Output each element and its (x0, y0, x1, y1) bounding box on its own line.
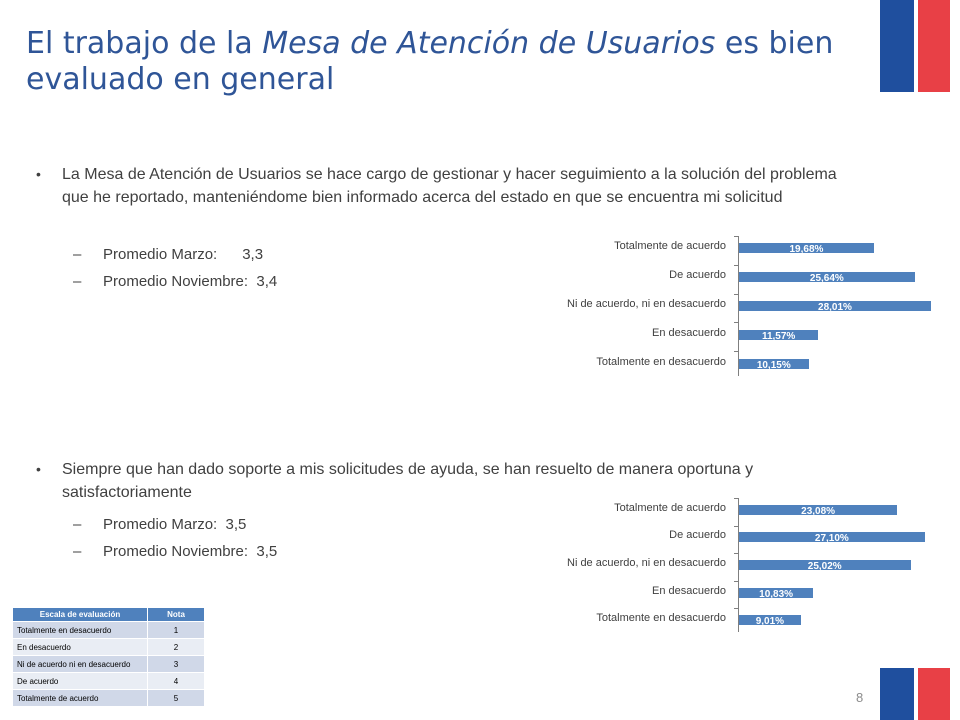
flag-red-stripe (918, 668, 950, 720)
chart-category-label: Totalmente de acuerdo (614, 501, 726, 514)
table-row: Ni de acuerdo ni en desacuerdo 3 (12, 655, 205, 673)
table-cell: Ni de acuerdo ni en desacuerdo (12, 655, 148, 673)
chart-bar (739, 504, 898, 515)
chart-data-label: 23,08% (801, 505, 836, 517)
chart-tick (734, 351, 738, 353)
chart-category-label: De acuerdo (669, 269, 726, 282)
bullet-marker: • (36, 461, 41, 477)
flag-red-stripe (918, 0, 950, 92)
sub-item-text: Promedio Marzo: 3,5 (103, 516, 247, 533)
chart-tick (734, 236, 738, 237)
chart-category-label: En desacuerdo (652, 584, 726, 597)
chart-tick (734, 498, 738, 499)
title-part2: es bien evaluado en general (26, 26, 834, 97)
table-cell: 1 (147, 621, 205, 639)
chart-tick (734, 580, 738, 582)
flag-logo-bottom (880, 668, 950, 720)
chart-category-label: En desacuerdo (652, 326, 726, 339)
chart-bar (739, 243, 874, 254)
chart-data-label: 28,01% (818, 302, 852, 313)
slide-title: El trabajo de la Mesa de Atención de Usu… (26, 26, 846, 98)
evaluation-scale-table: Escala de evaluación Nota Totalmente en … (12, 607, 205, 707)
chart-data-label: 9,01% (755, 616, 785, 628)
chart-category-label: De acuerdo (669, 529, 726, 542)
chart-data-label: 25,02% (807, 561, 842, 572)
chart-bar (739, 615, 801, 626)
chart-data-label: 10,15% (756, 359, 791, 371)
table-header-escala: Escala de evaluación (12, 607, 148, 622)
table-cell: 5 (147, 689, 205, 707)
bullet-marker: • (36, 166, 41, 182)
chart-bar (739, 272, 915, 283)
chart-category-label: Totalmente de acuerdo (614, 240, 726, 253)
table-cell: 2 (147, 638, 205, 656)
chart-data-label: 11,57% (761, 330, 796, 342)
chart-tick (734, 525, 738, 527)
chart-bar (739, 587, 814, 598)
chart-bar (739, 532, 925, 543)
chart-bar (739, 301, 931, 311)
dash-marker: – (73, 273, 82, 290)
chart-category-label: Ni de acuerdo, ni en desacuerdo (567, 298, 726, 310)
table-row: Totalmente en desacuerdo 1 (12, 621, 205, 639)
chart-data-label: 25,64% (809, 273, 844, 285)
bar-chart-1: Totalmente de acuerdo 19,68% De acuerdo 25,… (540, 232, 940, 376)
table-row: De acuerdo 4 (12, 672, 205, 690)
dash-marker: – (73, 543, 82, 560)
chart-bar (739, 560, 911, 570)
table-cell: Totalmente de acuerdo (12, 689, 148, 707)
chart-axis (738, 498, 739, 632)
chart-category-label: Ni de acuerdo, ni en desacuerdo (567, 557, 726, 569)
sub-item-text: Promedio Noviembre: 3,5 (103, 543, 278, 560)
bullet-text: La Mesa de Atención de Usuarios se hace … (62, 166, 837, 206)
chart-bar (739, 329, 819, 340)
chart-category-label: Totalmente en desacuerdo (596, 612, 726, 625)
flag-blue-stripe (880, 0, 914, 92)
chart-tick (734, 553, 738, 555)
table-cell: Totalmente en desacuerdo (12, 621, 148, 639)
table-row: Totalmente de acuerdo 5 (12, 689, 205, 707)
chart-category-label: Totalmente en desacuerdo (596, 355, 726, 368)
table-cell: 3 (147, 655, 205, 673)
title-italic: Mesa de Atención de Usuarios (262, 26, 716, 61)
chart-tick (734, 608, 738, 610)
chart-bar (739, 358, 809, 369)
sub-item-text: Promedio Marzo: 3,3 (103, 246, 264, 263)
chart-tick (734, 293, 738, 295)
table-cell: 4 (147, 672, 205, 690)
title-part1: El trabajo de la (26, 26, 263, 61)
bullet-text: Siempre que han dado soporte a mis solic… (62, 461, 754, 501)
chart-data-label: 10,83% (759, 588, 794, 600)
table-row: En desacuerdo 2 (12, 638, 205, 656)
dash-marker: – (73, 246, 82, 263)
chart-data-label: 19,68% (789, 244, 824, 256)
bar-chart-2: Totalmente de acuerdo 23,08% De acuerdo 27,… (540, 494, 940, 632)
chart-axis (738, 236, 739, 376)
flag-blue-stripe (880, 668, 914, 720)
table-header-nota: Nota (147, 607, 205, 622)
dash-marker: – (73, 516, 82, 533)
sub-item-text: Promedio Noviembre: 3,4 (103, 273, 278, 290)
table-cell: En desacuerdo (12, 638, 148, 656)
flag-logo-top (880, 0, 950, 92)
chart-tick (734, 264, 738, 266)
page-number: 8 (856, 690, 864, 705)
chart-data-label: 27,10% (814, 533, 849, 545)
chart-tick (734, 322, 738, 324)
table-cell: De acuerdo (12, 672, 148, 690)
